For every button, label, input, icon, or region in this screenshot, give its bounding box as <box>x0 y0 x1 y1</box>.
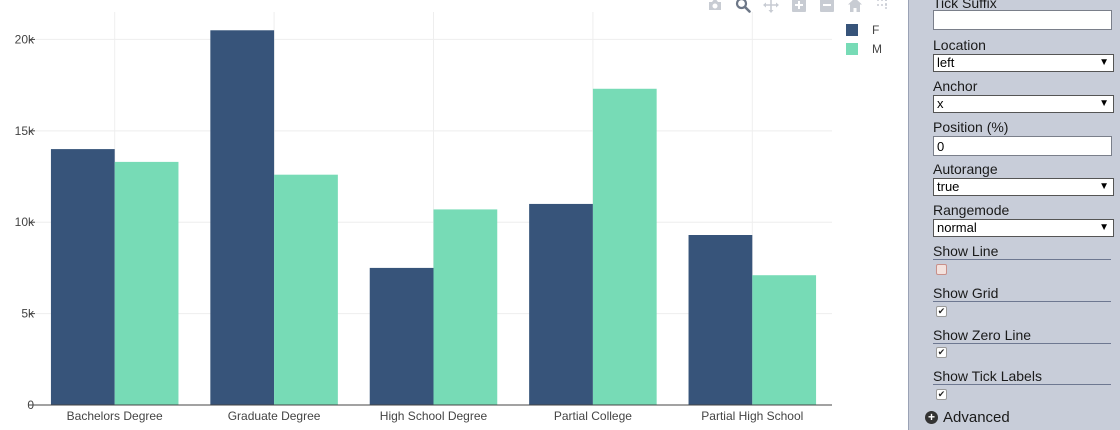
rangemode-label: Rangemode <box>933 202 1010 218</box>
show-grid-label: Show Grid <box>933 285 1111 302</box>
y-tick-label: 10k <box>15 215 35 229</box>
chevron-down-icon: ▼ <box>1099 57 1109 68</box>
y-tick-label: 0 <box>27 398 34 412</box>
anchor-label: Anchor <box>933 78 978 94</box>
bar-m-4[interactable] <box>752 275 817 405</box>
zoom-icon[interactable] <box>734 0 752 14</box>
show-tick-labels-label: Show Tick Labels <box>933 368 1111 385</box>
x-tick-label: High School Degree <box>380 409 488 423</box>
rangemode-select[interactable]: normal ▼ <box>933 219 1114 237</box>
anchor-value: x <box>937 96 944 111</box>
zoom-out-icon[interactable] <box>818 0 836 14</box>
position-label: Position (%) <box>933 119 1009 135</box>
x-tick-label: Partial High School <box>701 409 803 423</box>
pan-icon[interactable] <box>762 0 780 14</box>
bar-m-1[interactable] <box>274 174 338 405</box>
autorange-label: Autorange <box>933 161 998 177</box>
autorange-select[interactable]: true ▼ <box>933 178 1114 196</box>
spike-lines-icon[interactable] <box>874 0 892 14</box>
show-line-label: Show Line <box>933 243 1111 260</box>
chevron-down-icon: ▼ <box>1099 181 1109 192</box>
legend-label: M <box>872 41 882 56</box>
bar-m-3[interactable] <box>592 88 657 405</box>
show-zero-line-checkbox[interactable]: ✔ <box>936 347 947 358</box>
bar-m-2[interactable] <box>433 209 498 405</box>
plus-circle-icon: + <box>925 411 938 424</box>
bar-f-4[interactable] <box>688 235 753 405</box>
position-input[interactable] <box>933 136 1112 156</box>
plot-area[interactable]: 0 5k 10k 15k 20k Bachelors Degree Graduate Deg… <box>0 0 908 430</box>
bar-f-1[interactable] <box>210 30 275 405</box>
anchor-select[interactable]: x ▼ <box>933 95 1114 113</box>
tick-suffix-label: Tick Suffix <box>933 0 997 11</box>
bars[interactable] <box>50 30 817 405</box>
zoom-in-icon[interactable] <box>790 0 808 14</box>
show-tick-labels-checkbox[interactable]: ✔ <box>936 389 947 400</box>
y-tick-label: 5k <box>21 307 35 321</box>
rangemode-value: normal <box>937 220 977 235</box>
legend-item-m[interactable]: M <box>846 39 882 58</box>
tick-suffix-input[interactable] <box>933 10 1112 30</box>
legend-swatch <box>846 23 858 36</box>
y-tick-label: 20k <box>15 32 35 46</box>
x-tick-label: Partial College <box>554 409 632 423</box>
axes: 0 5k 10k 15k 20k Bachelors Degree Graduate Deg… <box>15 32 832 423</box>
advanced-label: Advanced <box>943 409 1010 426</box>
show-zero-line-label: Show Zero Line <box>933 327 1111 344</box>
axis-settings-panel: Tick Suffix Location left ▼ Anchor x ▼ P… <box>908 0 1120 430</box>
location-label: Location <box>933 37 986 53</box>
bar-m-0[interactable] <box>114 161 179 405</box>
legend-item-f[interactable]: F <box>846 20 882 39</box>
show-line-checkbox[interactable] <box>936 264 947 275</box>
show-grid-checkbox[interactable]: ✔ <box>936 306 947 317</box>
bar-chart[interactable]: 0 5k 10k 15k 20k Bachelors Degree Graduate Deg… <box>0 0 908 430</box>
autorange-value: true <box>937 179 960 194</box>
advanced-toggle[interactable]: + Advanced <box>925 409 1010 426</box>
location-value: left <box>937 55 955 70</box>
legend-label: F <box>872 22 880 37</box>
modebar <box>706 0 892 16</box>
chevron-down-icon: ▼ <box>1099 98 1109 109</box>
bar-f-2[interactable] <box>369 267 434 405</box>
camera-icon[interactable] <box>706 0 724 14</box>
chevron-down-icon: ▼ <box>1099 222 1109 233</box>
x-tick-label: Graduate Degree <box>228 409 321 423</box>
x-tick-label: Bachelors Degree <box>67 409 163 423</box>
home-icon[interactable] <box>846 0 864 14</box>
bar-f-0[interactable] <box>50 149 115 405</box>
bar-f-3[interactable] <box>529 203 593 405</box>
legend-swatch <box>846 42 858 55</box>
y-tick-label: 15k <box>15 124 35 138</box>
location-select[interactable]: left ▼ <box>933 54 1114 72</box>
